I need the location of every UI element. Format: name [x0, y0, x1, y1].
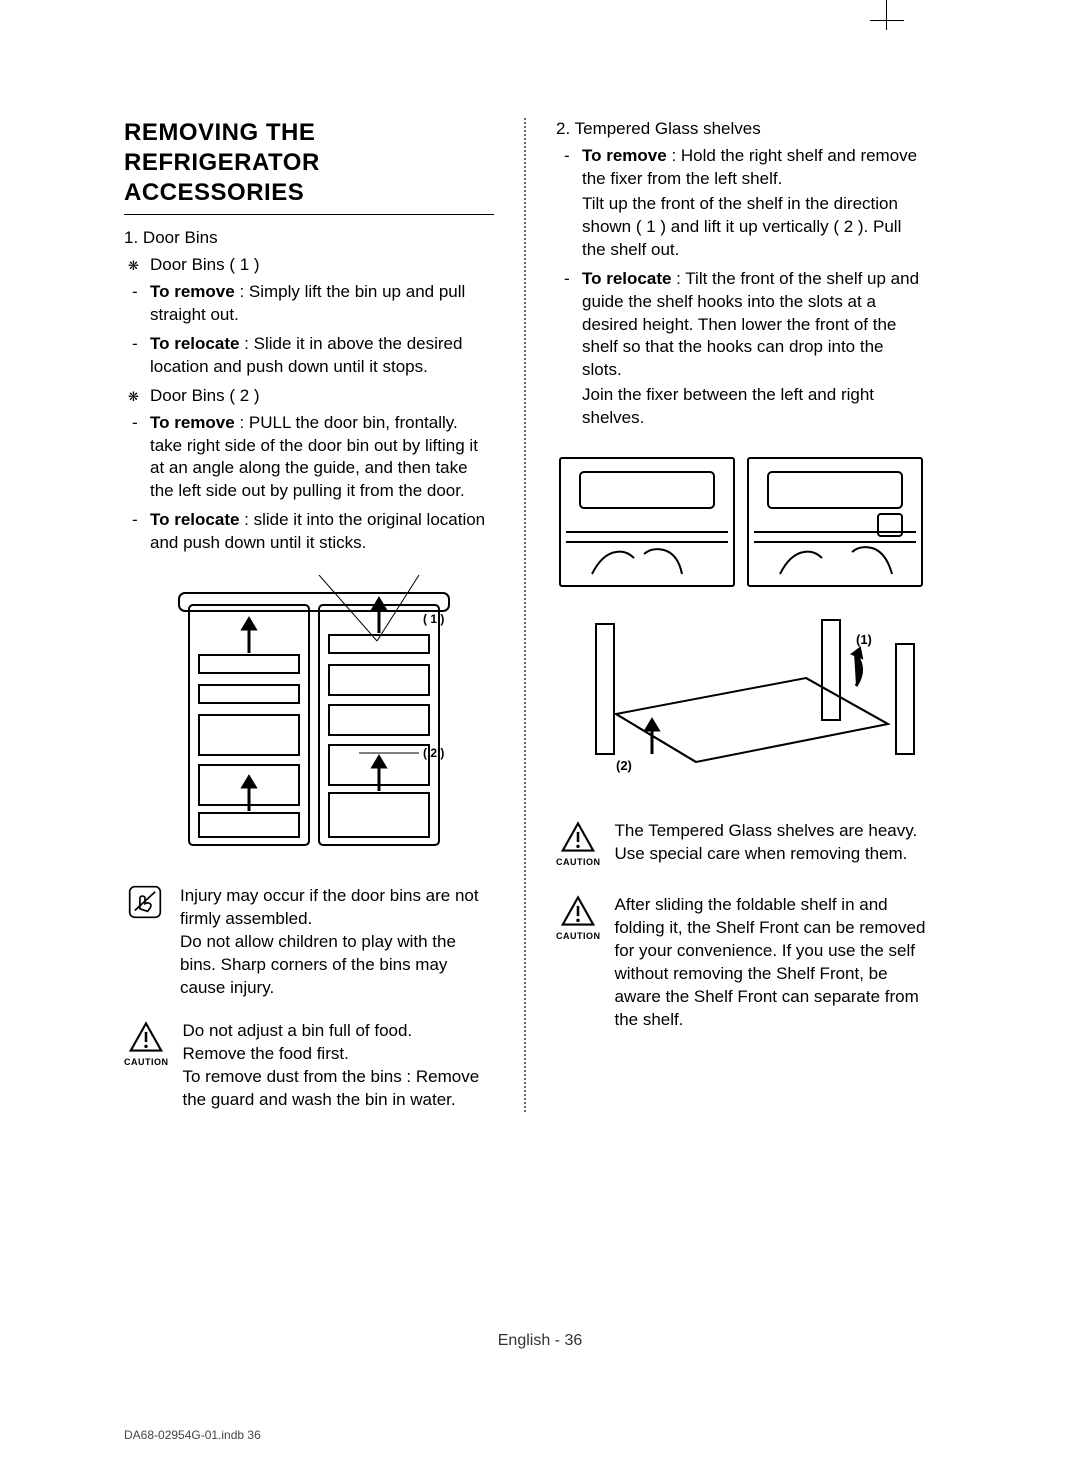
- note-text: The Tempered Glass shelves are heavy. Us…: [615, 820, 927, 866]
- item-title: Door Bins: [143, 228, 218, 247]
- bins2-remove: To remove : PULL the door bin, frontally…: [124, 412, 494, 504]
- bins2-relocate: To relocate : slide it into the original…: [124, 509, 494, 555]
- note-heavy-shelves: CAUTION The Tempered Glass shelves are h…: [556, 820, 926, 868]
- left-column: REMOVING THE REFRIGERATOR ACCESSORIES 1.…: [124, 118, 524, 1112]
- note-injury: Injury may occur if the door bins are no…: [124, 885, 494, 1000]
- page-footer-docid: DA68-02954G-01.indb 36: [124, 1428, 261, 1442]
- shelf-figure-hands: [556, 454, 926, 594]
- door-bins-1-label: Door Bins ( 1 ): [124, 254, 494, 277]
- caution-label: CAUTION: [556, 930, 601, 942]
- caution-triangle-icon: CAUTION: [124, 1020, 169, 1068]
- label-bold: To remove: [150, 413, 235, 432]
- label-bold: To relocate: [150, 334, 239, 353]
- label-text-2: Join the fixer between the left and righ…: [582, 384, 926, 430]
- door-bins-2-label: Door Bins ( 2 ): [124, 385, 494, 408]
- section-heading: REMOVING THE REFRIGERATOR ACCESSORIES: [124, 118, 494, 215]
- item-title: Tempered Glass shelves: [575, 119, 761, 138]
- note-text: After sliding the foldable shelf in and …: [615, 894, 927, 1032]
- note-foldable-shelf: CAUTION After sliding the foldable shelf…: [556, 894, 926, 1032]
- caution-triangle-icon: CAUTION: [556, 894, 601, 942]
- fig-r-label-2: (2): [616, 758, 632, 773]
- shelf-remove: To remove : Hold the right shelf and rem…: [556, 145, 926, 262]
- shelf-relocate: To relocate : Tilt the front of the shel…: [556, 268, 926, 431]
- hand-warning-icon: [124, 885, 166, 919]
- bins1-remove: To remove : Simply lift the bin up and p…: [124, 281, 494, 327]
- item-number: 1.: [124, 228, 138, 247]
- label-bold: To relocate: [582, 269, 671, 288]
- shelf-figure-angled: (1) (2): [556, 614, 926, 784]
- label-bold: To remove: [150, 282, 235, 301]
- note-text: Do not adjust a bin full of food. Remove…: [183, 1020, 495, 1112]
- page-content: REMOVING THE REFRIGERATOR ACCESSORIES 1.…: [124, 118, 944, 1112]
- caution-label: CAUTION: [556, 856, 601, 868]
- fig-r-label-1: (1): [856, 632, 872, 647]
- label-bold: To remove: [582, 146, 667, 165]
- fig-label-1: ( 1 ): [423, 612, 444, 626]
- label-text-2: Tilt up the front of the shelf in the di…: [582, 193, 926, 262]
- list-item-2: 2. Tempered Glass shelves: [556, 118, 926, 141]
- list-item-1: 1. Door Bins: [124, 227, 494, 250]
- door-bins-figure: ( 1 ) ( 2 ): [124, 575, 494, 865]
- note-caution-food: CAUTION Do not adjust a bin full of food…: [124, 1020, 494, 1112]
- note-text: Injury may occur if the door bins are no…: [180, 885, 494, 1000]
- label-bold: To relocate: [150, 510, 239, 529]
- right-column: 2. Tempered Glass shelves To remove : Ho…: [526, 118, 926, 1112]
- page-footer-language: English - 36: [0, 1332, 1080, 1350]
- fig-label-2: ( 2 ): [423, 746, 444, 760]
- caution-triangle-icon: CAUTION: [556, 820, 601, 868]
- item-number: 2.: [556, 119, 570, 138]
- bins1-relocate: To relocate : Slide it in above the desi…: [124, 333, 494, 379]
- caution-label: CAUTION: [124, 1056, 169, 1068]
